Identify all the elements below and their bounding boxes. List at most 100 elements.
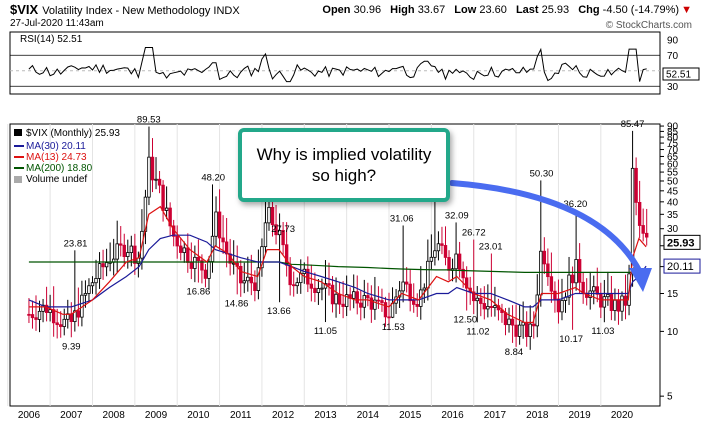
candle-body — [373, 299, 377, 310]
year-tick-label: 2008 — [103, 410, 126, 421]
candle-body — [542, 250, 547, 265]
candle-body — [443, 245, 448, 258]
candle-body — [76, 310, 81, 318]
candle-body — [147, 156, 151, 198]
ma200-line — [28, 261, 647, 273]
price-tick-label: 90 — [667, 122, 679, 133]
open-label: Open — [322, 4, 351, 16]
candle-body — [239, 265, 243, 284]
symbol-title: $VIX Volatility Index - New Methodology I… — [10, 2, 240, 17]
annotation-label: 23.81 — [64, 238, 88, 249]
annotation-label: 11.05 — [314, 326, 337, 337]
stockcharts-credit: © StockCharts.com — [605, 20, 692, 31]
price-tick-label: 80 — [667, 133, 679, 144]
annotation-label: 8.84 — [505, 347, 524, 358]
legend-ma13: MA(13) 24.73 — [26, 152, 87, 163]
candle-body — [532, 323, 536, 327]
candle-body — [150, 156, 155, 181]
candle-body — [207, 261, 211, 279]
price-tick-label: 35 — [667, 210, 679, 221]
year-tick-label: 2013 — [314, 410, 337, 421]
candle-body — [517, 324, 522, 337]
price-tick-label: 30 — [667, 224, 679, 235]
volume-legend-swatch — [14, 176, 22, 183]
ma13-line — [28, 205, 647, 324]
candle-body — [277, 230, 282, 236]
callout-arrow — [449, 180, 643, 275]
candle-body — [366, 295, 370, 299]
candle-body — [87, 285, 91, 294]
candle-body — [246, 276, 250, 282]
candle-body — [634, 167, 638, 203]
candle-body — [316, 288, 321, 293]
year-tick-label: 2015 — [399, 410, 422, 421]
annotation-label: 89.53 — [137, 115, 161, 126]
candle-body — [48, 309, 52, 314]
year-axis: 2006 2007 2008 2009 2010 2011 2012 2013 2014 2015… — [18, 410, 634, 421]
price-tick-label: 50 — [667, 176, 679, 187]
candle-body — [83, 293, 88, 296]
candle-body — [203, 269, 208, 279]
candle-body — [274, 224, 278, 236]
chart-legend: $VIX (Monthly) 25.93 MA(30) 20.11 MA(13)… — [14, 128, 120, 185]
year-tick-label: 2006 — [18, 410, 41, 421]
candle-body — [97, 263, 102, 279]
candle-body — [383, 302, 388, 318]
candle-body — [157, 178, 162, 186]
candle-body — [599, 293, 603, 308]
annotation-label: 10.17 — [559, 334, 583, 345]
candle-body — [344, 294, 349, 307]
year-tick-label: 2016 — [441, 410, 464, 421]
rsi-panel — [9, 31, 661, 95]
year-tick-label: 2018 — [526, 410, 549, 421]
candle-body — [309, 283, 314, 289]
year-tick-label: 2019 — [569, 410, 592, 421]
candle-body — [126, 252, 130, 257]
year-tick-label: 2011 — [230, 410, 252, 421]
candle-body — [51, 309, 56, 324]
candle-body — [200, 260, 204, 271]
annotation-label: 85.47 — [621, 119, 645, 130]
candle-body — [94, 278, 98, 284]
candle-body — [620, 295, 624, 312]
candle-body — [161, 184, 165, 211]
candle-body — [454, 253, 458, 270]
candle-body — [641, 225, 645, 234]
candle-body — [528, 323, 532, 337]
candle-body — [390, 302, 395, 318]
annotation-label: 36.20 — [564, 199, 588, 210]
candle-body — [270, 206, 275, 226]
candle-body — [320, 287, 324, 290]
candle-body — [493, 305, 497, 308]
candle-body — [574, 259, 578, 284]
price-axis: 5101520253035404550556065707580859025.93… — [660, 122, 701, 403]
candle-body — [217, 211, 222, 239]
candle-body — [352, 291, 356, 299]
annotation-label: 50.30 — [530, 168, 554, 179]
candle-body — [609, 294, 614, 311]
candle-body — [623, 295, 628, 306]
candle-body — [37, 310, 42, 320]
candle-body — [196, 256, 201, 261]
price-tick-label: 85 — [667, 127, 679, 138]
candle-body — [122, 244, 126, 257]
chart-header: $VIX Volatility Index - New Methodology I… — [0, 0, 706, 40]
candle-body — [73, 310, 77, 322]
candle-body — [175, 235, 179, 247]
timestamp: 27-Jul-2020 11:43am — [10, 18, 104, 29]
candle-body — [330, 284, 335, 305]
candle-body — [281, 230, 285, 246]
candle-body — [359, 302, 363, 308]
candle-body — [263, 222, 268, 248]
price-tick-label: 75 — [667, 139, 679, 150]
rsi-tick-label: 90 — [667, 35, 679, 46]
candle-body — [133, 245, 137, 264]
candle-body — [422, 287, 427, 291]
price-tick-label: 65 — [667, 152, 679, 163]
candle-body — [267, 206, 271, 224]
annotation-label: 11.02 — [466, 326, 489, 337]
vix-legend-swatch — [14, 129, 22, 136]
candle-body — [486, 306, 490, 310]
annotation-label: 23.01 — [479, 242, 503, 253]
ma30-price-box — [663, 258, 701, 274]
